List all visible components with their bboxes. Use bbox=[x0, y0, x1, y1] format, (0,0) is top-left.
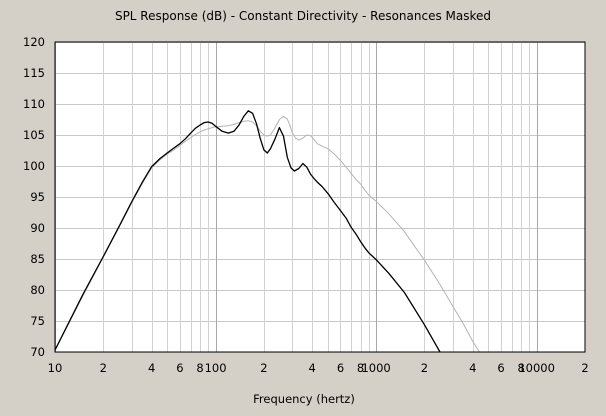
x-tick-label: 2 bbox=[421, 361, 428, 375]
y-tick-label: 110 bbox=[23, 97, 45, 111]
y-tick-label: 80 bbox=[30, 283, 45, 297]
x-tick-label: 8 bbox=[196, 361, 203, 375]
y-tick-label: 75 bbox=[30, 314, 45, 328]
x-tick-label: 8 bbox=[517, 361, 524, 375]
y-tick-label: 70 bbox=[30, 345, 45, 359]
x-tick-label: 10 bbox=[48, 361, 63, 375]
x-tick-label: 2 bbox=[100, 361, 107, 375]
x-tick-label: 8 bbox=[357, 361, 364, 375]
x-tick-label: 4 bbox=[148, 361, 155, 375]
series-line-1 bbox=[54, 115, 480, 353]
x-tick-label: 100 bbox=[205, 361, 227, 375]
x-axis-label: Frequency (hertz) bbox=[253, 392, 355, 406]
x-tick-label: 10000 bbox=[518, 361, 555, 375]
series-line-2 bbox=[54, 110, 441, 353]
x-tick-label: 2 bbox=[581, 361, 588, 375]
y-tick-label: 85 bbox=[30, 252, 45, 266]
x-tick-label: 6 bbox=[337, 361, 344, 375]
x-tick-label: 6 bbox=[497, 361, 504, 375]
y-tick-label: 100 bbox=[23, 159, 45, 173]
y-tick-label: 90 bbox=[30, 221, 45, 235]
series-lines bbox=[54, 110, 480, 353]
y-axis-ticks: 70 75 80 85 90 95 100 105 110 115 120 bbox=[23, 35, 45, 359]
x-tick-label: 1000 bbox=[361, 361, 390, 375]
plot-border bbox=[54, 41, 586, 353]
y-tick-label: 95 bbox=[30, 190, 45, 204]
y-tick-label: 115 bbox=[23, 66, 45, 80]
x-tick-label: 4 bbox=[469, 361, 476, 375]
x-tick-label: 6 bbox=[176, 361, 183, 375]
x-tick-label: 4 bbox=[309, 361, 316, 375]
x-tick-label: 2 bbox=[260, 361, 267, 375]
y-tick-label: 120 bbox=[23, 35, 45, 49]
chart-title: SPL Response (dB) - Constant Directivity… bbox=[115, 9, 491, 23]
y-tick-label: 105 bbox=[23, 128, 45, 142]
